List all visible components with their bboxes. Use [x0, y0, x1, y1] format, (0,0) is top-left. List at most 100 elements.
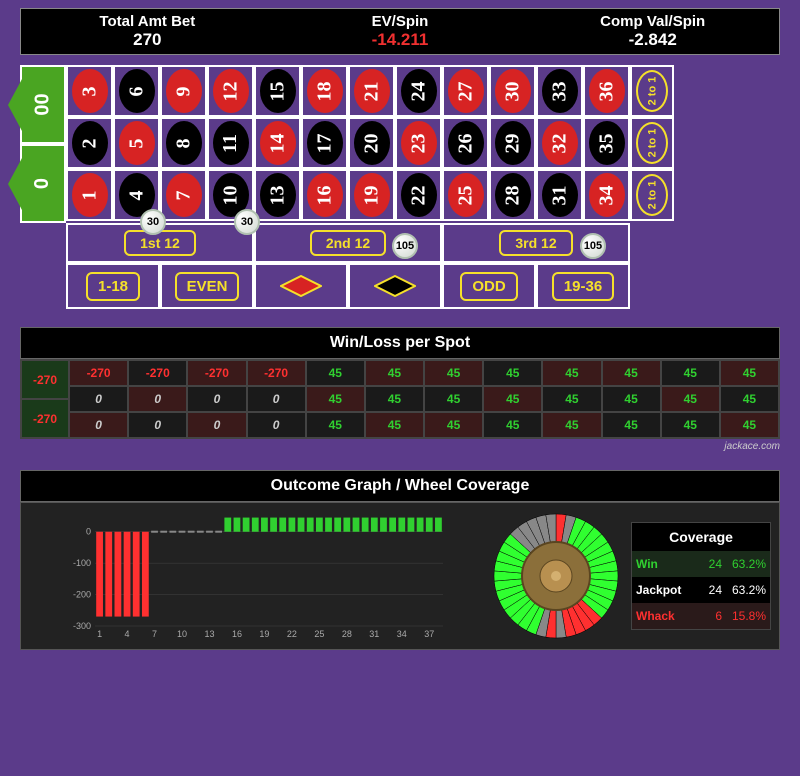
two-to-one-cell[interactable]: 2 to 1: [630, 65, 674, 117]
number-cell-29[interactable]: 29: [489, 117, 536, 169]
attribution: jackace.com: [20, 441, 780, 452]
number-cell-23[interactable]: 23: [395, 117, 442, 169]
outside-low[interactable]: 1-18: [66, 263, 160, 309]
num-text: 13: [266, 185, 289, 205]
wl-cell: 45: [306, 360, 365, 386]
outside-high[interactable]: 19-36: [536, 263, 630, 309]
coverage-count: 24: [696, 583, 722, 597]
num-text: 36: [595, 81, 618, 101]
number-cell-17[interactable]: 17: [301, 117, 348, 169]
winloss-table: -270-270 -270-270-270-270454545454545454…: [20, 359, 780, 439]
bet-chip[interactable]: 105: [392, 233, 418, 259]
svg-text:-300: -300: [73, 621, 91, 631]
coverage-count: 6: [696, 609, 722, 623]
num-text: 31: [548, 185, 571, 205]
wl-cell: 0: [69, 412, 128, 438]
svg-text:31: 31: [369, 629, 379, 639]
number-cell-36[interactable]: 36: [583, 65, 630, 117]
number-cell-9[interactable]: 9: [160, 65, 207, 117]
num-text: 5: [125, 138, 148, 148]
stat-label: EV/Spin: [274, 13, 527, 30]
wl-cell: 45: [365, 360, 424, 386]
coverage-pct: 63.2%: [722, 557, 766, 571]
number-cell-3[interactable]: 3: [66, 65, 113, 117]
number-cell-18[interactable]: 18: [301, 65, 348, 117]
number-cell-34[interactable]: 34: [583, 169, 630, 221]
number-cell-2[interactable]: 2: [66, 117, 113, 169]
number-cell-12[interactable]: 12: [207, 65, 254, 117]
num-text: 20: [360, 133, 383, 153]
number-grid: 3691215182124273033362581114172023262932…: [66, 65, 630, 223]
outside-label: 1-18: [86, 272, 140, 301]
num-text: 19: [360, 185, 383, 205]
stat-total-bet: Total Amt Bet 270: [21, 9, 274, 54]
number-cell-27[interactable]: 27: [442, 65, 489, 117]
number-cell-32[interactable]: 32: [536, 117, 583, 169]
wl-cell: 45: [483, 412, 542, 438]
two-to-one-cell[interactable]: 2 to 1: [630, 169, 674, 221]
number-cell-11[interactable]: 11: [207, 117, 254, 169]
number-cell-1[interactable]: 1: [66, 169, 113, 221]
stat-value: -14.211: [274, 30, 527, 50]
stat-label: Total Amt Bet: [21, 13, 274, 30]
svg-text:25: 25: [314, 629, 324, 639]
num-text: 9: [172, 86, 195, 96]
number-cell-33[interactable]: 33: [536, 65, 583, 117]
zero-cell-00[interactable]: 00: [20, 65, 66, 144]
bet-chip[interactable]: 30: [140, 209, 166, 235]
wl-cell: 0: [69, 386, 128, 412]
outside-label: EVEN: [175, 272, 240, 301]
outside-bets-row: 1-18 EVEN ODD19-36: [66, 263, 630, 309]
coverage-count: 24: [696, 557, 722, 571]
outcome-header: Outcome Graph / Wheel Coverage: [20, 470, 780, 502]
number-cell-14[interactable]: 14: [254, 117, 301, 169]
svg-text:16: 16: [232, 629, 242, 639]
wl-cell: 45: [720, 386, 779, 412]
wl-cell: 45: [542, 412, 601, 438]
number-cell-5[interactable]: 5: [113, 117, 160, 169]
winloss-header: Win/Loss per Spot: [20, 327, 780, 359]
wl-cell: 45: [542, 386, 601, 412]
num-text: 29: [501, 133, 524, 153]
outside-odd[interactable]: ODD: [442, 263, 536, 309]
number-cell-28[interactable]: 28: [489, 169, 536, 221]
wl-cell: 45: [602, 386, 661, 412]
number-cell-15[interactable]: 15: [254, 65, 301, 117]
number-cell-6[interactable]: 6: [113, 65, 160, 117]
bet-chip[interactable]: 30: [234, 209, 260, 235]
number-cell-24[interactable]: 24: [395, 65, 442, 117]
number-cell-19[interactable]: 19: [348, 169, 395, 221]
number-cell-21[interactable]: 21: [348, 65, 395, 117]
wl-cell: -270: [247, 360, 306, 386]
wl-cell: 45: [365, 412, 424, 438]
two-to-one-cell[interactable]: 2 to 1: [630, 117, 674, 169]
number-cell-8[interactable]: 8: [160, 117, 207, 169]
wl-cell: 0: [247, 412, 306, 438]
number-cell-30[interactable]: 30: [489, 65, 536, 117]
bet-chip[interactable]: 105: [580, 233, 606, 259]
outside-black[interactable]: [348, 263, 442, 309]
number-cell-26[interactable]: 26: [442, 117, 489, 169]
number-cell-20[interactable]: 20: [348, 117, 395, 169]
two-to-one-label: 2 to 1: [646, 129, 658, 158]
number-cell-7[interactable]: 7: [160, 169, 207, 221]
coverage-pct: 15.8%: [722, 609, 766, 623]
outside-even[interactable]: EVEN: [160, 263, 254, 309]
number-cell-22[interactable]: 22: [395, 169, 442, 221]
number-cell-16[interactable]: 16: [301, 169, 348, 221]
number-cell-35[interactable]: 35: [583, 117, 630, 169]
zero-cell-0[interactable]: 0: [20, 144, 66, 223]
dozen-label: 2nd 12: [310, 230, 386, 256]
wl-cell: 45: [424, 412, 483, 438]
num-text: 32: [548, 133, 571, 153]
number-cell-13[interactable]: 13: [254, 169, 301, 221]
svg-text:7: 7: [152, 629, 157, 639]
num-text: 17: [313, 133, 336, 153]
outside-red[interactable]: [254, 263, 348, 309]
wl-cell: -270: [187, 360, 246, 386]
number-cell-25[interactable]: 25: [442, 169, 489, 221]
number-cell-31[interactable]: 31: [536, 169, 583, 221]
num-text: 27: [454, 81, 477, 101]
wl-cell: 0: [128, 386, 187, 412]
coverage-pct: 63.2%: [722, 583, 766, 597]
